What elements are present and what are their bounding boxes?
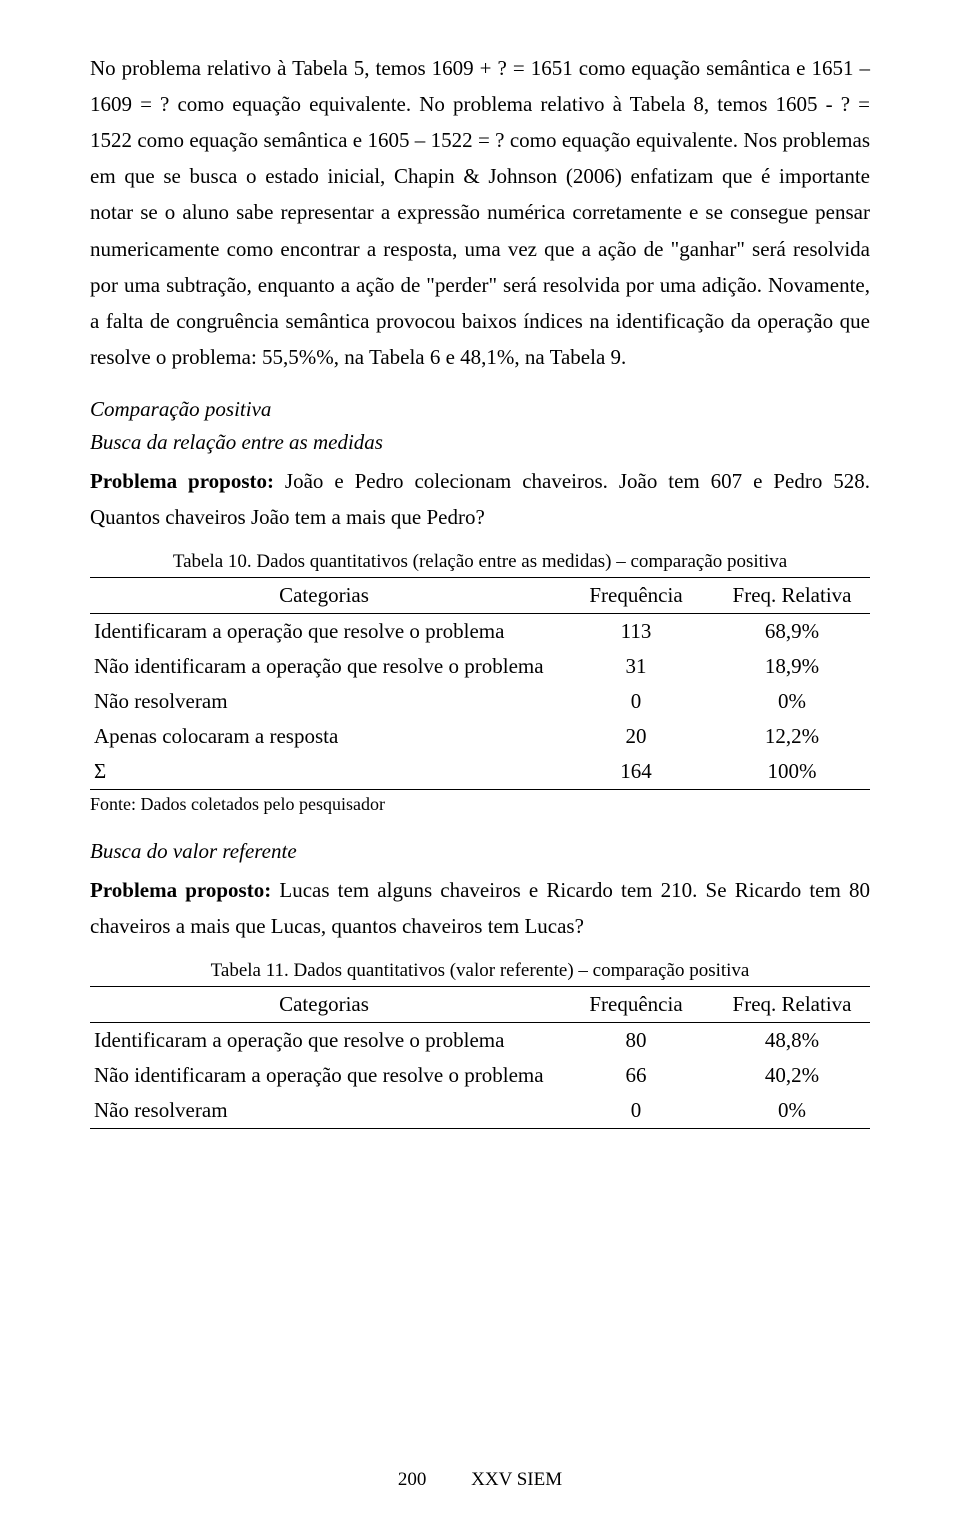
table-row: Apenas colocaram a resposta 20 12,2% [90,719,870,754]
section-heading: Comparação positiva [90,397,870,422]
cell-label: Apenas colocaram a resposta [90,719,558,754]
page-footer: 200 XXV SIEM [0,1469,960,1491]
cell-label: Σ [90,754,558,790]
table11-header-row: Categorias Frequência Freq. Relativa [90,987,870,1023]
cell-freq: 0 [558,1093,714,1129]
problem1-label: Problema proposto: [90,469,274,493]
cell-label: Não resolveram [90,1093,558,1129]
cell-label: Não resolveram [90,684,558,719]
cell-freq: 80 [558,1023,714,1059]
cell-rel: 18,9% [714,649,870,684]
table-row: Identificaram a operação que resolve o p… [90,614,870,650]
table10-caption: Tabela 10. Dados quantitativos (relação … [90,551,870,573]
table11-caption: Tabela 11. Dados quantitativos (valor re… [90,960,870,982]
table11: Categorias Frequência Freq. Relativa Ide… [90,986,870,1129]
cell-freq: 20 [558,719,714,754]
cell-label: Identificaram a operação que resolve o p… [90,1023,558,1059]
cell-freq: 164 [558,754,714,790]
table-row: Não resolveram 0 0% [90,684,870,719]
cell-rel: 12,2% [714,719,870,754]
cell-label: Identificaram a operação que resolve o p… [90,614,558,650]
table10-source: Fonte: Dados coletados pelo pesquisador [90,794,870,815]
table-row: Não resolveram 0 0% [90,1093,870,1129]
cell-label: Não identificaram a operação que resolve… [90,649,558,684]
cell-freq: 31 [558,649,714,684]
cell-rel: 40,2% [714,1058,870,1093]
cell-rel: 0% [714,684,870,719]
cell-freq: 0 [558,684,714,719]
problem2-label: Problema proposto: [90,878,271,902]
th-freq-relativa: Freq. Relativa [714,578,870,614]
problem1: Problema proposto: João e Pedro colecion… [90,463,870,535]
cell-rel: 0% [714,1093,870,1129]
cell-label: Não identificaram a operação que resolve… [90,1058,558,1093]
cell-rel: 68,9% [714,614,870,650]
th-freq-relativa: Freq. Relativa [714,987,870,1023]
cell-freq: 66 [558,1058,714,1093]
problem2: Problema proposto: Lucas tem alguns chav… [90,872,870,944]
page-number: 200 [398,1469,427,1490]
table-row-total: Σ 164 100% [90,754,870,790]
subsection1-heading: Busca da relação entre as medidas [90,430,870,455]
th-frequencia: Frequência [558,578,714,614]
table10: Categorias Frequência Freq. Relativa Ide… [90,577,870,790]
th-categorias: Categorias [90,578,558,614]
subsection2-heading: Busca do valor referente [90,839,870,864]
table10-header-row: Categorias Frequência Freq. Relativa [90,578,870,614]
cell-rel: 48,8% [714,1023,870,1059]
table-row: Identificaram a operação que resolve o p… [90,1023,870,1059]
page: No problema relativo à Tabela 5, temos 1… [0,0,960,1521]
cell-freq: 113 [558,614,714,650]
table-row: Não identificaram a operação que resolve… [90,649,870,684]
table-row: Não identificaram a operação que resolve… [90,1058,870,1093]
paragraph-intro: No problema relativo à Tabela 5, temos 1… [90,50,870,375]
th-categorias: Categorias [90,987,558,1023]
th-frequencia: Frequência [558,987,714,1023]
conference-name: XXV SIEM [471,1469,562,1490]
cell-rel: 100% [714,754,870,790]
